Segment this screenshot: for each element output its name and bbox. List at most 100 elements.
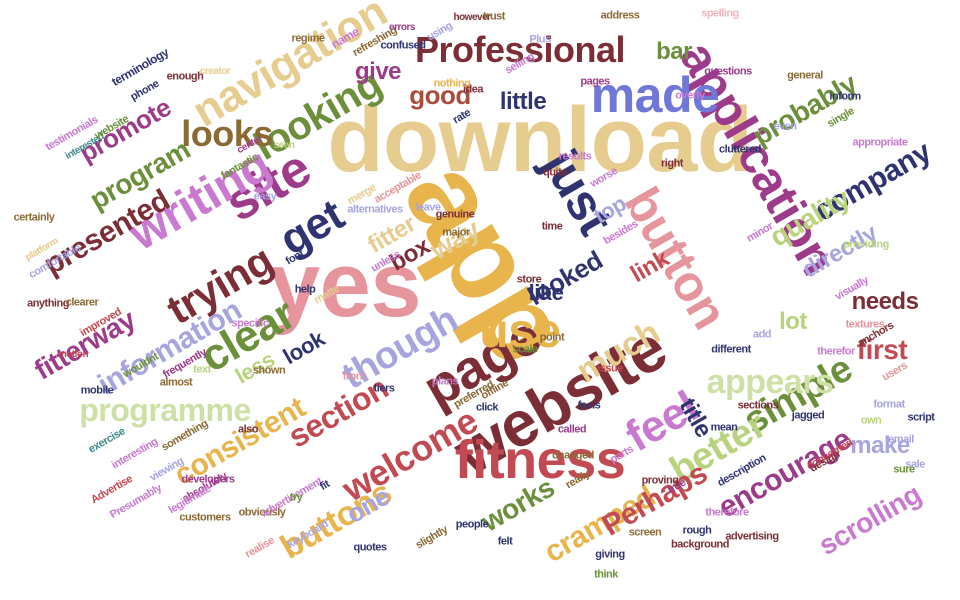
cloud-word: jagged xyxy=(791,409,825,422)
cloud-word: developers xyxy=(181,473,235,486)
cloud-word: inform xyxy=(829,90,861,103)
cloud-word: questions xyxy=(704,65,752,78)
cloud-word: script xyxy=(907,411,935,424)
cloud-word: even xyxy=(773,120,797,133)
cloud-word: store xyxy=(516,273,542,286)
cloud-word: enough xyxy=(166,70,204,83)
cloud-word: looks xyxy=(181,113,273,154)
cloud-word: scrolling xyxy=(813,478,927,562)
cloud-word: also xyxy=(237,423,259,436)
cloud-word: people xyxy=(455,518,489,531)
cloud-word: Professional xyxy=(414,29,626,70)
cloud-word: little xyxy=(499,88,547,115)
cloud-word: made xyxy=(590,67,720,123)
cloud-word: quotes xyxy=(353,541,387,554)
cloud-word: use xyxy=(479,305,561,358)
cloud-word: first xyxy=(856,334,908,365)
cloud-word: errors xyxy=(389,22,415,33)
cloud-word: sure xyxy=(893,463,915,476)
cloud-word: anything xyxy=(27,297,69,310)
cloud-word: address xyxy=(600,9,640,22)
cloud-word: motion xyxy=(57,349,89,360)
cloud-word: screen xyxy=(628,526,662,539)
cloud-word: sale xyxy=(905,458,925,471)
cloud-word: programme xyxy=(79,392,251,428)
cloud-word: rough xyxy=(682,524,712,537)
cloud-word: general xyxy=(787,69,823,82)
cloud-word: own xyxy=(860,414,882,427)
cloud-word: help xyxy=(294,283,316,296)
cloud-word: however xyxy=(453,12,491,23)
cloud-word: front xyxy=(342,370,366,383)
cloud-word: issue xyxy=(597,362,623,375)
cloud-word: felt xyxy=(497,535,513,548)
cloud-word: appears xyxy=(706,363,834,401)
cloud-word: easy xyxy=(253,190,277,203)
cloud-word: therefore xyxy=(705,506,749,519)
cloud-word: like xyxy=(528,280,564,305)
cloud-word: trust xyxy=(483,10,505,23)
cloud-word: shown xyxy=(252,364,286,377)
cloud-word: point xyxy=(539,331,565,344)
cloud-word: spelling xyxy=(701,7,739,20)
cloud-word: email xyxy=(888,433,914,446)
cloud-word: mean xyxy=(710,421,738,434)
cloud-word: needs xyxy=(851,288,919,315)
cloud-word: giving xyxy=(595,548,625,561)
cloud-word: leave xyxy=(415,201,441,214)
cloud-word: realise xyxy=(243,534,277,561)
cloud-word: plans xyxy=(431,375,459,388)
cloud-word: textures xyxy=(845,318,885,331)
cloud-word: clearer xyxy=(65,296,99,309)
cloud-word: format xyxy=(873,398,905,411)
cloud-word: feels xyxy=(577,399,601,412)
cloud-word: obviously xyxy=(238,506,286,519)
cloud-word: idea xyxy=(462,83,484,96)
cloud-word: bar xyxy=(656,38,692,65)
cloud-word: Plus xyxy=(529,33,551,46)
cloud-word: results xyxy=(558,150,592,163)
cloud-word: fit xyxy=(317,478,332,493)
cloud-word: sections xyxy=(737,399,779,412)
cloud-word: cluttered xyxy=(719,143,761,156)
cloud-word: add xyxy=(752,328,772,341)
cloud-word: mobile xyxy=(80,384,114,397)
cloud-word: make xyxy=(850,432,910,459)
cloud-word: overly xyxy=(675,89,705,102)
cloud-word: therefor xyxy=(817,345,855,358)
cloud-word: right xyxy=(661,157,683,170)
cloud-word: confused xyxy=(380,39,426,52)
cloud-word: lot xyxy=(779,308,807,335)
cloud-word: scale xyxy=(512,343,538,356)
cloud-word: try xyxy=(289,491,303,504)
cloud-word: background xyxy=(671,538,729,551)
cloud-word: changed xyxy=(552,449,594,462)
cloud-word: major xyxy=(442,226,470,239)
cloud-word: tiers xyxy=(373,382,395,395)
cloud-word: text xyxy=(193,363,211,376)
cloud-word: almost xyxy=(159,376,193,389)
cloud-word: click xyxy=(476,401,498,414)
cloud-word: time xyxy=(541,220,563,233)
cloud-word: download xyxy=(327,89,753,191)
cloud-word: button xyxy=(613,177,739,339)
cloud-word: quite xyxy=(543,166,567,179)
cloud-word: think xyxy=(594,568,618,581)
cloud-word: yes xyxy=(269,234,422,336)
cloud-word: terminology xyxy=(109,45,171,89)
cloud-word: different xyxy=(711,343,751,356)
cloud-word: interesting xyxy=(109,435,160,472)
cloud-word: specific xyxy=(231,317,269,330)
cloud-word: genuine xyxy=(435,208,475,221)
cloud-word: regime xyxy=(291,32,325,45)
cloud-word: advertising xyxy=(725,530,779,543)
cloud-word: appropriate xyxy=(852,136,908,149)
cloud-word: alternatives xyxy=(347,203,403,216)
cloud-word: minor xyxy=(744,220,775,245)
cloud-word: slightly xyxy=(413,523,450,552)
cloud-word: providing xyxy=(843,238,889,251)
cloud-word: seen xyxy=(273,140,295,151)
cloud-word: fitness xyxy=(454,430,626,490)
cloud-word: pages xyxy=(580,75,610,88)
